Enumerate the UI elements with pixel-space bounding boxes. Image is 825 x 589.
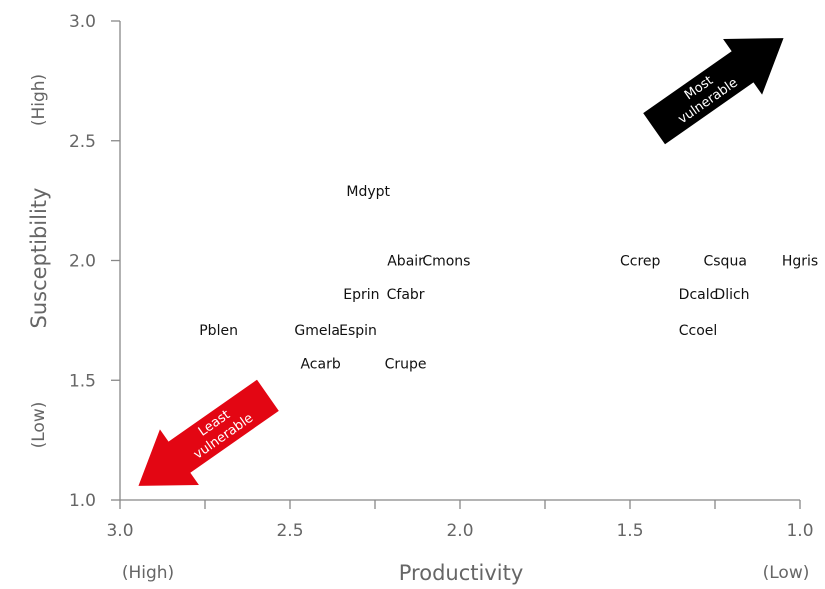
least-vulnerable-arrow-shape bbox=[138, 379, 279, 486]
x-tick-label: 1.5 bbox=[616, 521, 643, 541]
point-label-cmons: Cmons bbox=[422, 254, 470, 270]
tick-labels: 3.0 2.5 2.0 1.5 1.0 1.0 1.5 2.0 2.5 3.0 bbox=[69, 12, 814, 541]
y-tick-label: 1.0 bbox=[69, 491, 96, 511]
y-tick-label: 3.0 bbox=[69, 12, 96, 32]
y-axis-title: Susceptibility bbox=[27, 188, 51, 329]
least-vulnerable-arrow: Least vulnerable bbox=[138, 379, 279, 486]
x-tick-label: 2.5 bbox=[276, 521, 303, 541]
x-axis-title: Productivity bbox=[399, 561, 524, 585]
point-label-crupe: Crupe bbox=[385, 356, 427, 372]
point-label-pblen: Pblen bbox=[199, 323, 238, 339]
point-label-cfabr: Cfabr bbox=[387, 287, 425, 303]
x-tick-label: 1.0 bbox=[786, 521, 813, 541]
point-label-dlich: Dlich bbox=[714, 287, 749, 303]
y-axis-note-bottom: (Low) bbox=[29, 402, 49, 449]
ticks bbox=[111, 20, 801, 509]
x-axis-note-right: (Low) bbox=[763, 563, 810, 583]
y-axis-note-top: (High) bbox=[29, 74, 49, 126]
point-label-ccrep: Ccrep bbox=[620, 254, 661, 270]
x-tick-label: 3.0 bbox=[106, 521, 133, 541]
point-label-csqua: Csqua bbox=[703, 254, 746, 270]
y-tick-label: 1.5 bbox=[69, 371, 96, 391]
point-label-dcalc: Dcalc bbox=[679, 287, 718, 303]
most-vulnerable-arrow-shape bbox=[643, 38, 784, 145]
point-label-eprin: Eprin bbox=[343, 287, 379, 303]
point-label-abair: Abair bbox=[387, 254, 424, 270]
point-label-gmela: Gmela bbox=[294, 323, 340, 339]
point-label-espin: Espin bbox=[339, 323, 377, 339]
point-label-ccoel: Ccoel bbox=[679, 323, 718, 339]
x-tick-label: 2.0 bbox=[446, 521, 473, 541]
point-label-hgris: Hgris bbox=[782, 254, 818, 270]
x-axis-note-left: (High) bbox=[122, 563, 174, 583]
point-label-acarb: Acarb bbox=[300, 356, 340, 372]
point-label-mdypt: Mdypt bbox=[346, 184, 390, 200]
y-tick-label: 2.0 bbox=[69, 252, 96, 272]
most-vulnerable-arrow: Most vulnerable bbox=[643, 38, 784, 145]
y-tick-label: 2.5 bbox=[69, 132, 96, 152]
